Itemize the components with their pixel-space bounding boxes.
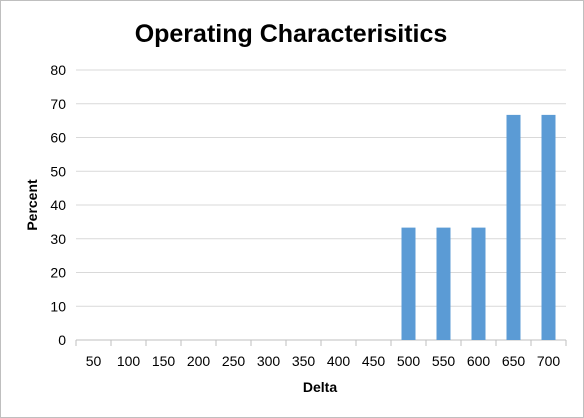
- y-tick-label: 10: [50, 298, 66, 314]
- x-tick-label: 550: [432, 353, 456, 369]
- bar: [436, 227, 451, 340]
- x-tick-label: 450: [362, 353, 386, 369]
- x-tick-label: 200: [187, 353, 211, 369]
- y-tick-label: 40: [50, 197, 66, 213]
- x-tick-label: 50: [86, 353, 102, 369]
- y-tick-label: 20: [50, 265, 66, 281]
- x-tick-label: 600: [467, 353, 491, 369]
- x-tick-label: 400: [327, 353, 351, 369]
- y-tick-label: 50: [50, 163, 66, 179]
- bar: [401, 227, 416, 340]
- bar: [471, 227, 486, 340]
- x-axis-ticks: 50 100 150 200 250 300 350 400 450 500 550 600 650 70…: [86, 353, 561, 369]
- chart-title: Operating Characterisitics: [135, 20, 448, 48]
- y-tick-label: 70: [50, 96, 66, 112]
- x-tick-label: 150: [152, 353, 176, 369]
- x-tick-label: 700: [537, 353, 561, 369]
- x-tick-label: 350: [292, 353, 316, 369]
- bar: [541, 114, 556, 340]
- x-tick-label: 500: [397, 353, 421, 369]
- y-tick-label: 60: [50, 130, 66, 146]
- x-axis-label: Delta: [303, 379, 337, 395]
- bar: [506, 114, 521, 340]
- x-tick-label: 300: [257, 353, 281, 369]
- x-tick-label: 650: [502, 353, 526, 369]
- x-tick-label: 100: [117, 353, 141, 369]
- y-tick-label: 30: [50, 231, 66, 247]
- y-axis-label: Percent: [24, 179, 40, 231]
- y-axis-ticks: 0 10 20 30 40 50 60 70 80: [50, 62, 66, 348]
- y-tick-label: 80: [50, 62, 66, 78]
- y-tick-label: 0: [58, 332, 66, 348]
- gridlines: [75, 69, 567, 346]
- bar-series: [401, 114, 556, 340]
- x-tick-label: 250: [222, 353, 246, 369]
